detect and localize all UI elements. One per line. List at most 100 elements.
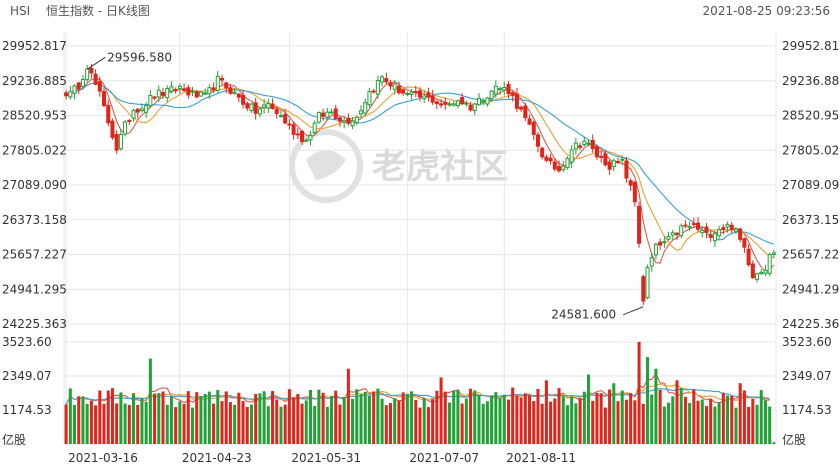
candle-body (85, 68, 90, 80)
volume-average-lines (65, 372, 770, 405)
candle-body (658, 241, 663, 246)
volume-bar (334, 390, 338, 444)
candle-body (594, 146, 599, 158)
price-tick-label: 26373.158 (2, 213, 67, 227)
candle-body (413, 91, 418, 94)
volume-bar (738, 383, 742, 444)
candle-body (641, 276, 646, 302)
price-axis: 29952.817 29236.885 28520.953 27805.022 … (2, 39, 840, 331)
candle-body (274, 109, 279, 115)
volume-bar (747, 406, 751, 444)
volume-bar (565, 405, 569, 444)
candle-body (493, 85, 498, 95)
volume-bar (734, 407, 738, 444)
candle-body (224, 82, 229, 89)
volume-bar (763, 400, 767, 444)
volume-bar (300, 403, 304, 444)
candle-body (417, 90, 423, 98)
candle-body (384, 78, 389, 83)
volume-unit-label-right: 亿股 (782, 432, 806, 447)
volume-bar (367, 395, 371, 444)
candle-body (611, 160, 616, 168)
date-tick-label: 2021-08-11 (506, 451, 576, 465)
volume-bar (157, 393, 161, 444)
candle-body (64, 92, 69, 97)
price-tick-label: 27805.022 (2, 143, 67, 157)
candle-body (460, 97, 465, 105)
low-pointer-line (623, 306, 644, 316)
volume-bar (89, 401, 93, 444)
date-tick-label: 2021-05-31 (291, 451, 361, 465)
volume-bar (98, 390, 102, 444)
candle-body (519, 106, 524, 110)
volume-bar (203, 393, 207, 444)
volume-bar (212, 403, 216, 444)
date-axis: 2021-03-16 2021-04-23 2021-05-31 2021-07… (68, 451, 576, 465)
volume-bar (102, 403, 106, 444)
candle-body (569, 149, 574, 163)
volume-bar (110, 388, 114, 444)
volume-bar (342, 397, 346, 444)
candle-body (228, 87, 233, 94)
candle-body (746, 248, 751, 266)
volume-bar (245, 406, 249, 444)
volume-bar (254, 394, 258, 444)
volume-bar (595, 392, 599, 444)
volume-bar (578, 398, 582, 444)
candle-body (565, 158, 570, 169)
candle-body (548, 157, 553, 162)
volume-bar (216, 390, 220, 444)
volume-bar (174, 407, 178, 444)
candle-body (430, 95, 435, 103)
volume-bar (481, 403, 485, 444)
volume-bar (456, 389, 460, 444)
price-tick-label-right: 28520.953 (782, 109, 840, 123)
volume-bar (355, 389, 359, 444)
candle-body (670, 232, 675, 236)
volume-bar (372, 391, 376, 444)
candle-body (708, 234, 713, 238)
candle-body (156, 89, 161, 98)
volume-bar (220, 401, 224, 444)
candle-body (152, 96, 157, 99)
candle-body (253, 102, 258, 114)
high-pointer-line (86, 56, 106, 70)
candle-body (628, 180, 633, 186)
volume-bar (561, 396, 565, 444)
candle-body (679, 225, 684, 237)
candle-body (561, 165, 566, 171)
volume-bar (574, 403, 578, 444)
candle-body (278, 115, 283, 118)
volume-bar (523, 393, 527, 444)
candle-body (295, 133, 300, 136)
volume-bar (106, 390, 110, 444)
candle-body (316, 112, 321, 123)
volume-bar (452, 390, 456, 444)
volume-bar (186, 391, 190, 444)
price-tick-label-right: 26373.158 (782, 213, 840, 227)
candle-body (266, 102, 271, 109)
candle-body (523, 105, 528, 119)
candle-body (148, 95, 153, 107)
candle-body (283, 113, 288, 124)
candle-body (194, 91, 199, 98)
candle-body (405, 92, 410, 95)
volume-bar (759, 390, 763, 444)
volume-bar (271, 391, 275, 444)
candle-body (211, 87, 216, 91)
volume-bar (675, 380, 679, 444)
candle-body (662, 241, 667, 244)
volume-bar (768, 406, 772, 444)
candle-body (729, 224, 734, 230)
volume-bar (77, 396, 81, 444)
volume-bar (275, 399, 279, 444)
volume-bar (633, 400, 637, 444)
volume-bar (650, 394, 654, 444)
volume-bar (73, 405, 77, 444)
volume-bar (608, 389, 612, 444)
candle-body (97, 81, 102, 92)
volume-bar (553, 398, 557, 444)
candle-body (439, 103, 444, 106)
candle-body (308, 135, 313, 141)
